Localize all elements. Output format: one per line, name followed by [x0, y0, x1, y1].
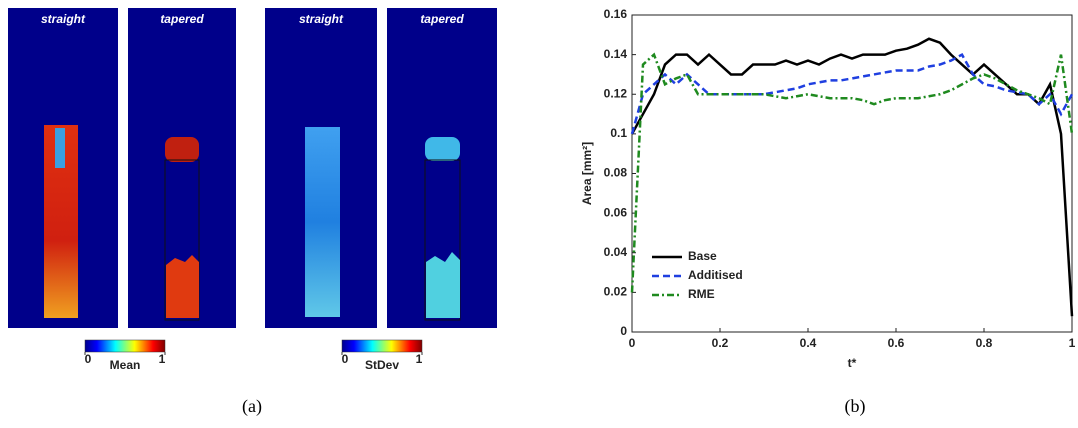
legend-label: Base	[688, 249, 717, 263]
heatmap-blob	[426, 252, 460, 318]
heatmap-blob	[425, 137, 460, 161]
heatmap-blob	[305, 127, 340, 317]
colorbar-tick-label: 0	[342, 352, 349, 366]
y-tick-label: 0.06	[604, 205, 628, 219]
plot-area	[632, 15, 1072, 332]
colorbar-label: Mean	[110, 358, 141, 372]
heatmap-blob	[166, 255, 199, 318]
heatmap-blob	[55, 128, 65, 168]
x-tick-label: 0	[629, 336, 636, 350]
panel-label: straight	[299, 12, 344, 26]
page: straight tapered straight tapered (a) (b…	[0, 0, 1078, 428]
x-axis-label: t*	[848, 356, 857, 370]
legend-label: RME	[688, 287, 715, 301]
y-tick-label: 0.02	[604, 285, 628, 299]
figure: straight tapered straight tapered (a) (b…	[0, 0, 1078, 423]
y-tick-label: 0.12	[604, 86, 628, 100]
x-tick-label: 0.6	[888, 336, 905, 350]
x-tick-label: 1	[1069, 336, 1076, 350]
colorbar-tick-label: 1	[159, 352, 166, 366]
panel-label: tapered	[420, 12, 464, 26]
colorbar-tick-label: 0	[85, 352, 92, 366]
y-tick-label: 0.08	[604, 166, 628, 180]
panel-a: straight tapered straight tapered (a)	[8, 8, 497, 417]
x-tick-label: 0.4	[800, 336, 817, 350]
colorbar-tick-label: 1	[416, 352, 423, 366]
panel-label: tapered	[160, 12, 204, 26]
caption: (b)	[845, 396, 866, 417]
x-tick-label: 0.2	[712, 336, 729, 350]
colorbar	[85, 340, 165, 352]
colorbar-label: StDev	[365, 358, 399, 372]
colorbar	[342, 340, 422, 352]
x-tick-label: 0.8	[976, 336, 993, 350]
y-tick-label: 0.04	[604, 245, 628, 259]
y-tick-label: 0.1	[610, 126, 627, 140]
y-tick-label: 0.14	[604, 47, 628, 61]
heatmap-blob	[165, 137, 199, 162]
caption: (a)	[242, 396, 262, 417]
legend-label: Additised	[688, 268, 743, 282]
y-axis-label: Area [mm²]	[580, 142, 594, 205]
panel-label: straight	[41, 12, 86, 26]
y-tick-label: 0.16	[604, 7, 628, 21]
y-tick-label: 0	[620, 324, 627, 338]
